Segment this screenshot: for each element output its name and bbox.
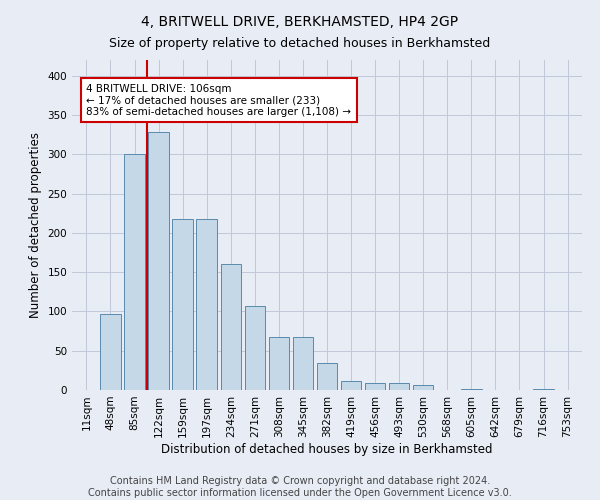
Bar: [533, 389, 554, 390]
Bar: [365, 383, 385, 390]
Bar: [389, 383, 409, 390]
Bar: [293, 338, 313, 390]
Bar: [221, 264, 241, 390]
Bar: [172, 218, 193, 390]
Bar: [100, 314, 121, 390]
Bar: [245, 306, 265, 390]
Bar: [317, 364, 337, 390]
Bar: [341, 380, 361, 390]
Bar: [148, 132, 169, 390]
Bar: [269, 338, 289, 390]
Text: 4, BRITWELL DRIVE, BERKHAMSTED, HP4 2GP: 4, BRITWELL DRIVE, BERKHAMSTED, HP4 2GP: [142, 15, 458, 29]
Text: 4 BRITWELL DRIVE: 106sqm
← 17% of detached houses are smaller (233)
83% of semi-: 4 BRITWELL DRIVE: 106sqm ← 17% of detach…: [86, 84, 352, 117]
Y-axis label: Number of detached properties: Number of detached properties: [29, 132, 42, 318]
Bar: [461, 389, 482, 390]
Text: Size of property relative to detached houses in Berkhamsted: Size of property relative to detached ho…: [109, 38, 491, 51]
X-axis label: Distribution of detached houses by size in Berkhamsted: Distribution of detached houses by size …: [161, 442, 493, 456]
Bar: [413, 386, 433, 390]
Bar: [196, 218, 217, 390]
Bar: [124, 154, 145, 390]
Text: Contains HM Land Registry data © Crown copyright and database right 2024.
Contai: Contains HM Land Registry data © Crown c…: [88, 476, 512, 498]
